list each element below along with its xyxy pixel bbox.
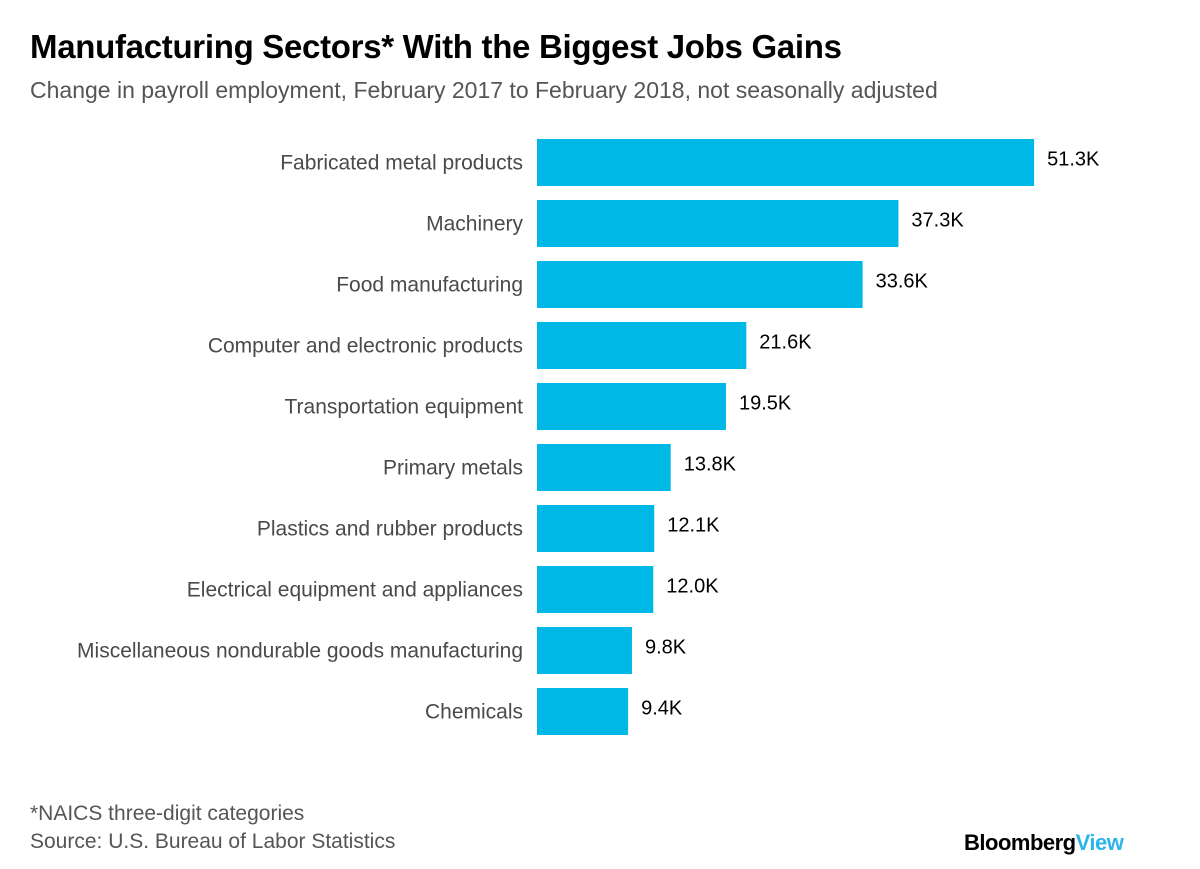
value-label: 12.0K — [666, 576, 719, 598]
value-label: 37.3K — [911, 210, 964, 232]
bar-chart: Fabricated metal products 51.3K Machinery 3… — [77, 139, 1100, 735]
value-label: 12.1K — [667, 515, 720, 537]
chart-title: Manufacturing Sectors* With the Biggest … — [30, 28, 842, 65]
category-label: Electrical equipment and appliances — [187, 579, 523, 602]
value-label: 13.8K — [684, 454, 737, 476]
value-label: 21.6K — [759, 332, 812, 354]
bar — [537, 139, 1035, 186]
bar — [537, 688, 629, 735]
category-label: Machinery — [426, 213, 523, 236]
category-label: Transportation equipment — [284, 396, 523, 419]
category-label: Plastics and rubber products — [257, 518, 523, 541]
bar — [537, 261, 863, 308]
bar — [537, 383, 726, 430]
category-label: Chemicals — [425, 701, 523, 724]
bar — [537, 566, 654, 613]
logo-part-1: Bloomberg — [964, 830, 1076, 855]
value-label: 19.5K — [739, 393, 792, 415]
category-label: Primary metals — [383, 457, 523, 480]
bar — [537, 322, 747, 369]
bloomberg-view-logo: BloombergView — [964, 830, 1124, 856]
logo-part-2: View — [1075, 830, 1124, 855]
bar — [537, 444, 671, 491]
value-label: 33.6K — [876, 271, 929, 293]
category-label: Miscellaneous nondurable goods manufactu… — [77, 640, 523, 663]
value-label: 51.3K — [1047, 149, 1100, 171]
bar — [537, 200, 899, 247]
bar — [537, 505, 655, 552]
category-label: Computer and electronic products — [208, 335, 523, 358]
category-label: Food manufacturing — [336, 274, 523, 297]
footnote: *NAICS three-digit categories — [30, 802, 305, 825]
value-label: 9.4K — [641, 698, 683, 720]
bar — [537, 627, 632, 674]
chart-subtitle: Change in payroll employment, February 2… — [30, 77, 938, 103]
category-label: Fabricated metal products — [280, 152, 523, 175]
value-label: 9.8K — [645, 637, 687, 659]
source-note: Source: U.S. Bureau of Labor Statistics — [30, 830, 396, 853]
